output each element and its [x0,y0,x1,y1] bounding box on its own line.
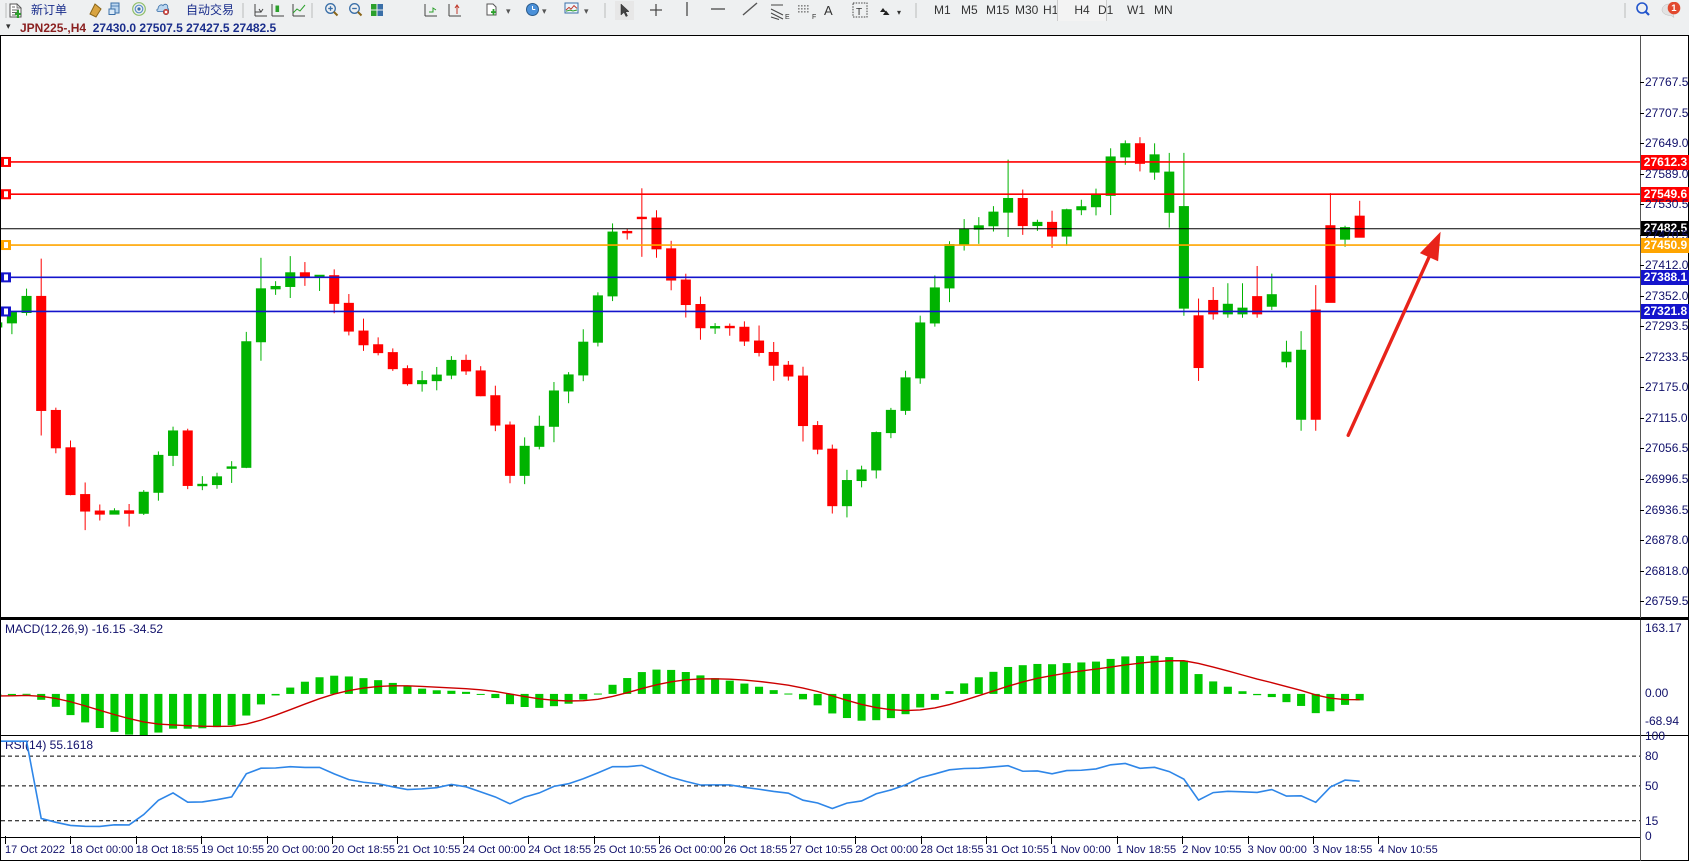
svg-text:T: T [856,7,862,18]
svg-text:E: E [785,14,790,21]
svg-text:▾: ▾ [897,8,901,17]
svg-text:▾: ▾ [506,6,511,16]
svg-text:▾: ▾ [542,6,547,16]
svg-text:自动交易: 自动交易 [186,2,234,17]
svg-text:F: F [812,14,816,21]
svg-text:1: 1 [1671,3,1677,14]
svg-text:▾: ▾ [584,6,589,16]
svg-text:新订单: 新订单 [31,2,67,17]
svg-text:A: A [824,3,833,18]
